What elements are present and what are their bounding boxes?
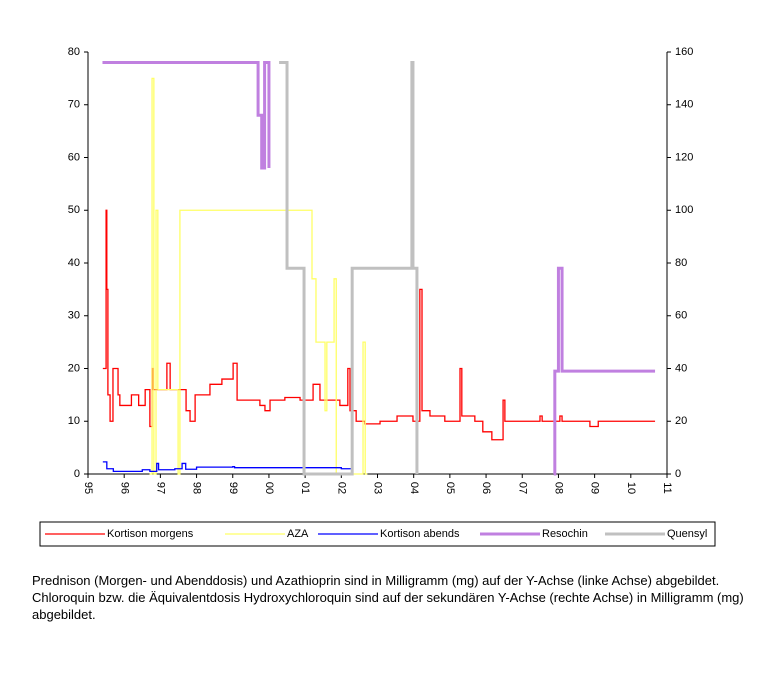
y2-tick-label: 0 xyxy=(675,468,681,480)
x-tick-label: 02 xyxy=(335,482,347,494)
x-tick-label: 97 xyxy=(154,482,166,494)
y-tick-label: 60 xyxy=(68,151,80,163)
y2-tick-label: 140 xyxy=(675,99,693,111)
x-tick-label: 04 xyxy=(408,482,420,494)
series-line xyxy=(102,461,353,474)
legend-label: Kortison morgens xyxy=(107,528,194,540)
x-tick-label: 09 xyxy=(589,482,601,494)
y2-tick-label: 160 xyxy=(675,46,693,58)
x-tick-label: 10 xyxy=(625,482,637,494)
legend-label: AZA xyxy=(287,528,309,540)
chart: 0102030405060708002040608010012014016095… xyxy=(39,46,716,547)
series-line xyxy=(149,77,368,475)
x-tick-label: 99 xyxy=(227,482,239,494)
series-line xyxy=(102,61,271,170)
y2-tick-label: 40 xyxy=(675,362,687,374)
series-line xyxy=(279,61,419,476)
legend-label: Quensyl xyxy=(667,528,707,540)
x-tick-label: 07 xyxy=(516,482,528,494)
x-tick-label: 03 xyxy=(372,482,384,494)
x-tick-label: 98 xyxy=(191,482,203,494)
series-line xyxy=(553,266,656,476)
x-tick-label: 11 xyxy=(661,482,673,493)
y-tick-label: 80 xyxy=(68,46,80,58)
y-tick-label: 10 xyxy=(68,415,80,427)
y2-tick-label: 20 xyxy=(675,415,687,427)
legend-label: Kortison abends xyxy=(380,528,460,540)
x-tick-label: 01 xyxy=(299,482,311,494)
caption: Prednison (Morgen- und Abenddosis) und A… xyxy=(32,573,744,622)
y-tick-label: 20 xyxy=(68,362,80,374)
y2-tick-label: 60 xyxy=(675,310,687,322)
y-tick-label: 0 xyxy=(74,468,80,480)
y-tick-label: 30 xyxy=(68,310,80,322)
series-line xyxy=(102,209,656,441)
x-tick-label: 08 xyxy=(553,482,565,494)
x-tick-label: 05 xyxy=(444,482,456,494)
legend-label: Resochin xyxy=(542,528,588,540)
y-tick-label: 70 xyxy=(68,99,80,111)
y2-tick-label: 120 xyxy=(675,151,693,163)
y2-tick-label: 80 xyxy=(675,257,687,269)
y-tick-label: 40 xyxy=(68,257,80,269)
x-tick-label: 95 xyxy=(82,482,94,494)
x-tick-label: 96 xyxy=(118,482,130,494)
x-tick-label: 00 xyxy=(263,482,275,494)
x-tick-label: 06 xyxy=(480,482,492,494)
y-tick-label: 50 xyxy=(68,204,80,216)
y2-tick-label: 100 xyxy=(675,204,693,216)
